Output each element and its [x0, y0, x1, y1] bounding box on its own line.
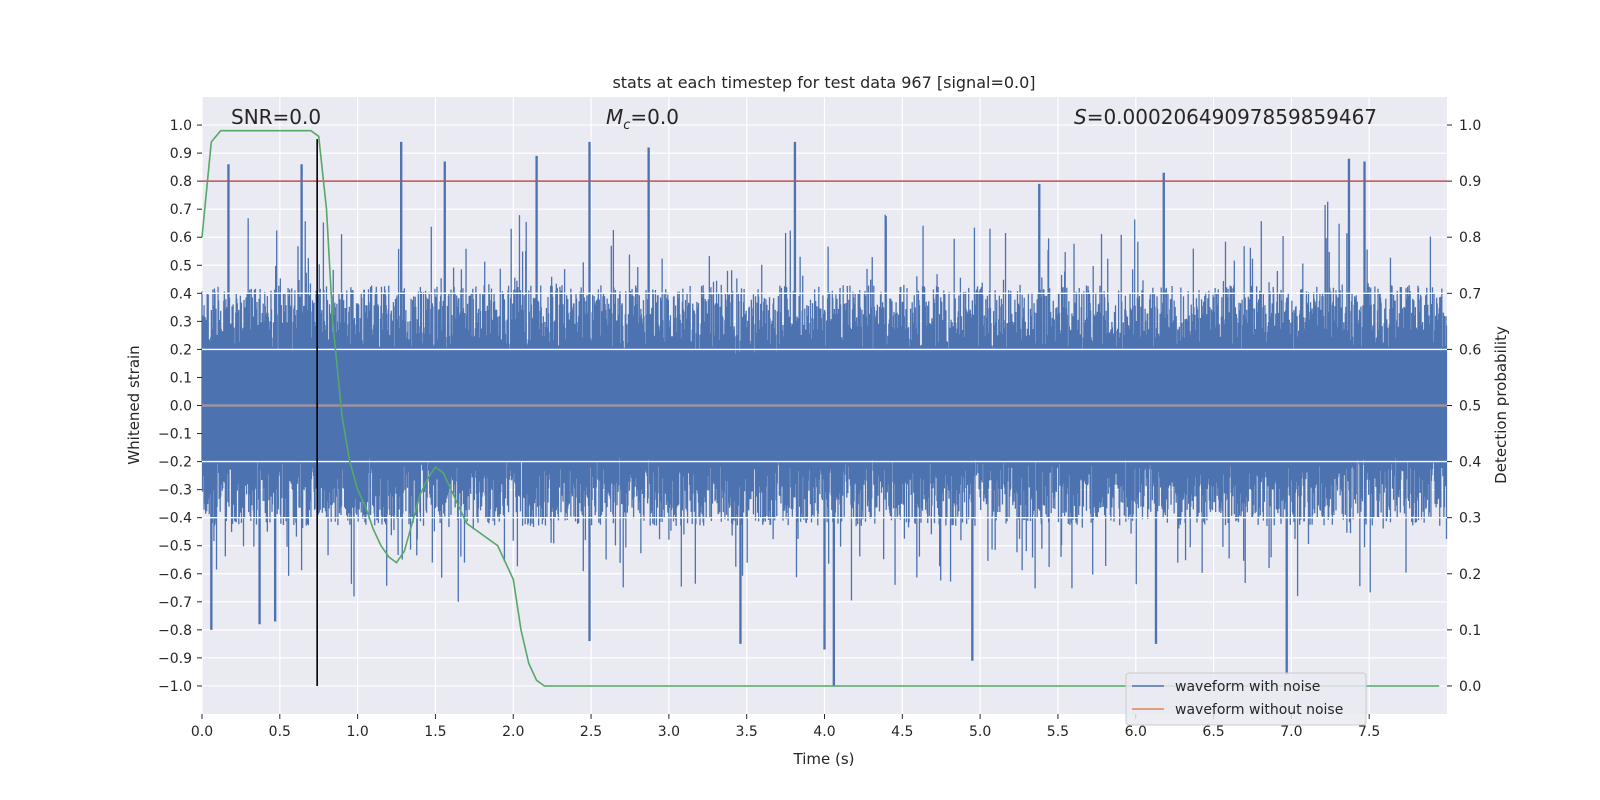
- y-tick-label: −0.1: [158, 427, 192, 443]
- y-tick-label: −1.0: [158, 679, 192, 695]
- y-tick-label: 0.2: [170, 342, 192, 358]
- x-tick-label: 2.5: [580, 724, 602, 740]
- s-value: =0.00020649097859859467: [1087, 105, 1377, 129]
- y2-tick-label: 0.2: [1459, 567, 1481, 583]
- y2-tick-label: 0.6: [1459, 342, 1481, 358]
- x-tick-label: 2.0: [502, 724, 524, 740]
- y-tick-label: 0.9: [170, 146, 192, 162]
- y2-tick-label: 0.8: [1459, 230, 1481, 246]
- x-axis-ticks: 0.0 0.5 1.0 1.5 2.0 2.5 3.0 3.5 4.0 4.5 5.0 5.5 6.0 6…: [191, 714, 1380, 740]
- y-tick-label: −0.3: [158, 483, 192, 499]
- x-tick-label: 7.5: [1358, 724, 1380, 740]
- y2-tick-label: 1.0: [1459, 118, 1481, 134]
- y-tick-label: 0.5: [170, 258, 192, 274]
- y-tick-label: −0.2: [158, 455, 192, 471]
- y-tick-label: 0.1: [170, 370, 192, 386]
- chirp-mass-value: =0.0: [630, 105, 679, 129]
- x-tick-label: 5.0: [969, 724, 991, 740]
- x-tick-label: 0.0: [191, 724, 213, 740]
- y2-tick-label: 0.9: [1459, 174, 1481, 190]
- x-tick-label: 5.5: [1047, 724, 1069, 740]
- x-tick-label: 3.0: [658, 724, 680, 740]
- snr-annotation: SNR=0.0: [231, 105, 321, 129]
- legend-label-without-noise: waveform without noise: [1175, 702, 1343, 718]
- y-axis-ticks: 1.0 0.9 0.8 0.7 0.6 0.5 0.4 0.3 0.2 0.1 0.0 −0.1 −0.…: [158, 118, 202, 695]
- y-tick-label: 0.0: [170, 399, 192, 415]
- y2-tick-label: 0.4: [1459, 455, 1481, 471]
- x-tick-label: 6.0: [1125, 724, 1147, 740]
- y2-tick-label: 0.7: [1459, 286, 1481, 302]
- legend-box: [1125, 672, 1367, 726]
- y-tick-label: 0.4: [170, 286, 192, 302]
- legend-label-with-noise: waveform with noise: [1175, 679, 1320, 695]
- y-axis-label: Whitened strain: [125, 345, 143, 464]
- y2-axis-label: Detection probability: [1492, 326, 1510, 484]
- y2-tick-label: 0.1: [1459, 623, 1481, 639]
- s-annotation: S=0.00020649097859859467: [1074, 105, 1377, 129]
- y2-tick-label: 0.5: [1459, 399, 1481, 415]
- x-tick-label: 4.0: [813, 724, 835, 740]
- chart-title: stats at each timestep for test data 967…: [612, 73, 1035, 92]
- y2-tick-label: 0.3: [1459, 511, 1481, 527]
- detection-probability-line: [201, 129, 1440, 687]
- x-tick-label: 6.5: [1202, 724, 1224, 740]
- chirp-mass-symbol: M: [606, 105, 623, 129]
- x-tick-label: 0.5: [269, 724, 291, 740]
- y-tick-label: −0.5: [158, 539, 192, 555]
- y-tick-label: −0.4: [158, 511, 192, 527]
- y-tick-label: −0.6: [158, 567, 192, 583]
- x-tick-label: 7.0: [1280, 724, 1302, 740]
- y-tick-label: 0.3: [170, 314, 192, 330]
- y-tick-label: −0.9: [158, 651, 192, 667]
- x-axis-label: Time (s): [793, 750, 855, 768]
- series-overlays: [201, 129, 1447, 687]
- y-tick-label: 0.6: [170, 230, 192, 246]
- y-tick-label: 0.7: [170, 202, 192, 218]
- y-tick-label: 0.8: [170, 174, 192, 190]
- x-tick-label: 1.0: [346, 724, 368, 740]
- chirp-mass-annotation: Mc=0.0: [606, 105, 679, 133]
- chirp-mass-subscript: c: [623, 118, 630, 133]
- s-symbol: S: [1074, 105, 1087, 129]
- x-tick-label: 1.5: [424, 724, 446, 740]
- x-tick-label: 3.5: [736, 724, 758, 740]
- x-tick-label: 4.5: [891, 724, 913, 740]
- y-tick-label: −0.7: [158, 595, 192, 611]
- y-tick-label: 1.0: [170, 118, 192, 134]
- y-tick-label: −0.8: [158, 623, 192, 639]
- legend: waveform with noise waveform without noi…: [1125, 672, 1367, 726]
- y2-tick-label: 0.0: [1459, 679, 1481, 695]
- y2-axis-ticks: 1.0 0.9 0.8 0.7 0.6 0.5 0.4 0.3 0.2 0.1 0.0: [1447, 118, 1481, 695]
